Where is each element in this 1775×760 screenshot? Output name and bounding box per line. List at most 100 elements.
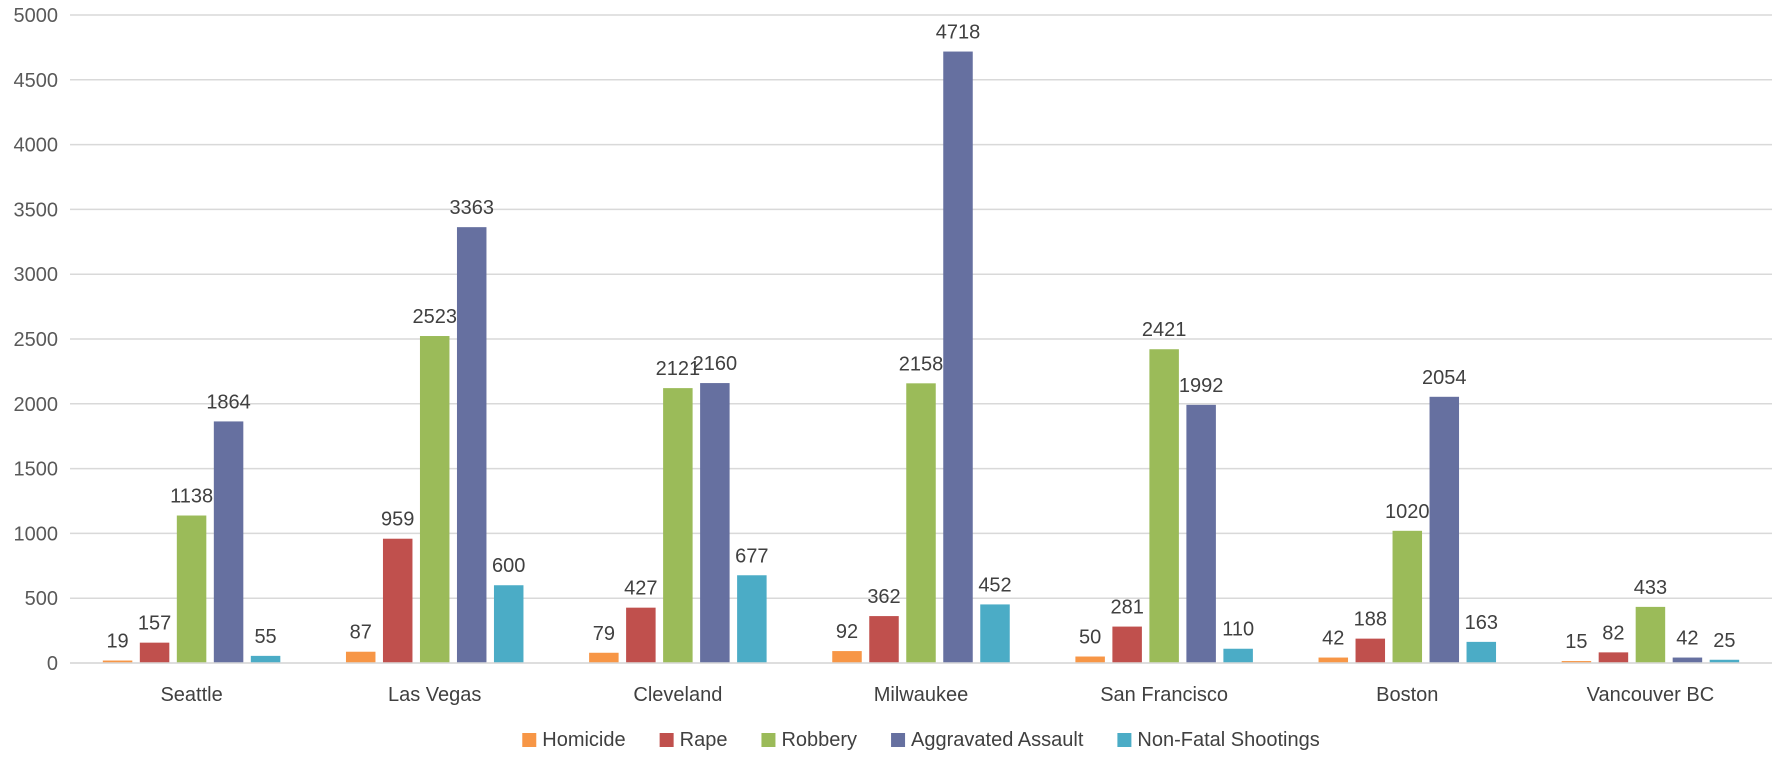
data-label: 87	[350, 622, 372, 644]
legend-label: Rape	[680, 729, 728, 751]
data-label: 1864	[206, 391, 251, 413]
bar	[737, 575, 767, 663]
data-labels: 19 157 1138 1864 55 87 959 2523 3363 600 79 427 2121…	[106, 22, 1735, 654]
bar	[419, 336, 450, 663]
legend-item: Robbery	[761, 729, 857, 751]
data-label: 19	[106, 631, 128, 653]
data-label: 281	[1110, 597, 1143, 619]
data-label: 79	[593, 623, 615, 645]
data-label: 157	[138, 613, 171, 635]
data-label: 82	[1602, 622, 1624, 644]
bar	[1466, 641, 1497, 663]
data-label: 452	[978, 574, 1011, 596]
y-tick-label: 5000	[14, 5, 59, 27]
bar	[102, 660, 133, 663]
bar	[700, 383, 730, 663]
data-label: 2121	[656, 358, 701, 380]
data-label: 163	[1465, 612, 1498, 634]
x-tick-label: Seattle	[160, 684, 222, 706]
bar	[1598, 652, 1629, 663]
y-tick-label: 4000	[14, 135, 59, 157]
legend-swatch	[761, 733, 776, 747]
bar	[1075, 656, 1105, 663]
data-label: 4718	[936, 22, 981, 44]
data-label: 600	[492, 555, 525, 577]
bar	[139, 642, 170, 663]
bar	[1223, 648, 1253, 663]
bar	[1561, 661, 1592, 663]
data-label: 1992	[1179, 375, 1224, 397]
bar	[943, 51, 973, 664]
legend-swatch	[1117, 733, 1132, 747]
x-tick-label: Boston	[1376, 684, 1438, 706]
bar	[1709, 659, 1740, 663]
y-tick-label: 3000	[14, 264, 59, 286]
data-label: 55	[254, 626, 276, 648]
bar	[1392, 530, 1423, 663]
bar	[832, 651, 862, 663]
bar	[1149, 349, 1179, 663]
bar	[869, 616, 899, 663]
y-tick-label: 1000	[14, 523, 59, 545]
y-tick-label: 3500	[14, 199, 59, 221]
data-label: 2160	[693, 353, 738, 375]
legend-swatch	[891, 733, 906, 747]
legend-item: Rape	[659, 729, 728, 751]
bar	[176, 515, 207, 663]
bar	[1355, 638, 1386, 663]
data-label: 427	[624, 578, 657, 600]
bar	[250, 655, 281, 663]
legend-swatch	[659, 733, 674, 747]
data-label: 110	[1222, 619, 1254, 641]
bar	[589, 652, 619, 663]
legend-item: Aggravated Assault	[891, 729, 1084, 751]
y-tick-label: 2500	[14, 329, 59, 351]
y-axis: 0 500 1000 1500 2000 2500 3000 3500 4000 4500 5000	[14, 5, 59, 675]
x-tick-label: Milwaukee	[874, 684, 968, 706]
bar	[456, 227, 487, 663]
data-label: 3363	[449, 197, 494, 219]
data-label: 42	[1676, 628, 1698, 650]
legend-label: Non-Fatal Shootings	[1137, 729, 1319, 751]
data-label: 433	[1634, 577, 1667, 599]
legend-item: Homicide	[522, 729, 626, 751]
legend-label: Robbery	[781, 729, 857, 751]
data-label: 2158	[899, 353, 944, 375]
data-label: 959	[381, 509, 414, 531]
x-tick-label: Las Vegas	[388, 684, 481, 706]
x-axis: Seattle Las Vegas Cleveland Milwaukee San Fr…	[70, 662, 1772, 706]
y-tick-label: 2000	[14, 394, 59, 416]
data-label: 2421	[1142, 319, 1187, 341]
x-tick-label: Cleveland	[633, 684, 722, 706]
x-tick-label: Vancouver BC	[1587, 684, 1714, 706]
bar	[493, 585, 524, 663]
legend-swatch	[522, 733, 537, 747]
y-tick-label: 0	[47, 653, 58, 675]
data-label: 50	[1079, 627, 1101, 649]
legend: Homicide Rape Robbery Aggravated Assault Non…	[522, 729, 1320, 751]
bar	[626, 607, 656, 663]
bar	[906, 383, 936, 663]
bar	[1186, 404, 1216, 663]
legend-item: Non-Fatal Shootings	[1117, 729, 1320, 751]
bar	[663, 388, 693, 663]
bar	[382, 538, 413, 663]
data-label: 188	[1354, 609, 1387, 631]
data-label: 1020	[1385, 501, 1430, 523]
data-label: 42	[1322, 628, 1344, 650]
data-label: 15	[1565, 631, 1587, 653]
bar	[1635, 606, 1666, 663]
y-tick-label: 500	[25, 588, 58, 610]
bar	[1672, 657, 1703, 663]
data-label: 25	[1713, 630, 1735, 652]
data-label: 362	[867, 586, 900, 608]
data-label: 677	[735, 545, 768, 567]
data-label: 1138	[170, 486, 213, 508]
y-tick-label: 4500	[14, 70, 59, 92]
legend-label: Homicide	[542, 729, 625, 751]
x-tick-label: San Francisco	[1100, 684, 1228, 706]
data-label: 92	[836, 621, 858, 643]
bar	[1318, 657, 1349, 663]
bar	[1112, 626, 1142, 663]
